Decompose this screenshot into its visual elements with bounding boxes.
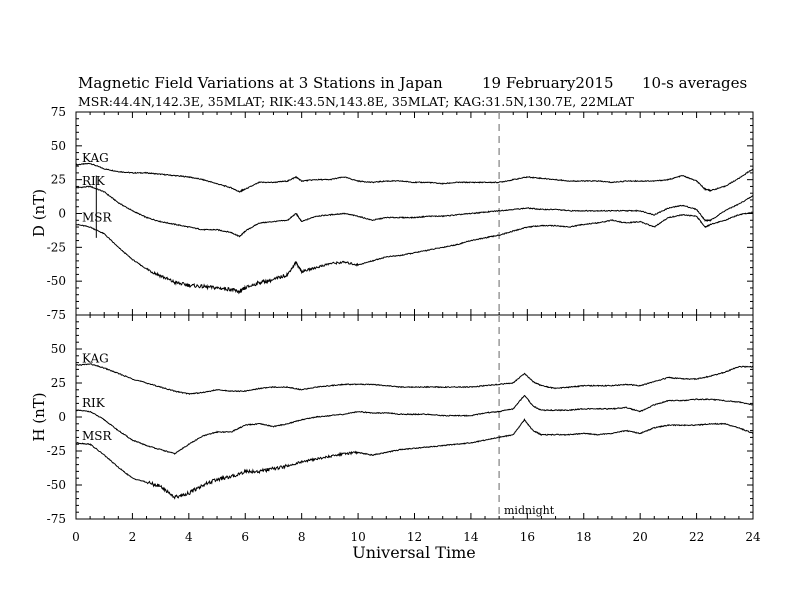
y-tick-label: -75 xyxy=(47,308,66,322)
chart-date: 19 February2015 xyxy=(482,74,614,92)
midnight-label: midnight xyxy=(504,504,555,517)
y-tick-label: 0 xyxy=(58,207,66,221)
y-tick-label: 25 xyxy=(51,173,66,187)
series-line-msr xyxy=(75,418,753,500)
series-label-rik: RIK xyxy=(82,174,106,188)
top-panel-frame xyxy=(75,111,754,316)
y-tick-label: 0 xyxy=(58,410,66,424)
y-tick-label: -75 xyxy=(47,512,66,526)
x-tick-label: 16 xyxy=(520,530,535,544)
y-tick-label: 50 xyxy=(51,342,66,356)
y-tick-label: 75 xyxy=(51,105,66,119)
series-line-msr xyxy=(76,211,754,295)
x-tick-label: 18 xyxy=(576,530,591,544)
series-layer: KAG RIK MSR KAG RIK MSR xyxy=(75,151,754,500)
x-axis-label: Universal Time xyxy=(352,543,475,562)
y-tick-label: -50 xyxy=(47,478,66,492)
x-tick-label: 24 xyxy=(745,530,761,544)
x-tick-label: 10 xyxy=(350,530,365,544)
chart-averaging: 10-s averages xyxy=(642,74,747,92)
x-tick-label: 14 xyxy=(463,530,479,544)
chart-title: Magnetic Field Variations at 3 Stations … xyxy=(78,74,443,92)
x-tick-label: 22 xyxy=(689,530,704,544)
series-label-kag: KAG xyxy=(82,351,109,365)
x-tick-label: 6 xyxy=(241,530,249,544)
y-tick-label: -50 xyxy=(47,274,66,288)
bottom-y-axis-label: H (nT) xyxy=(30,392,48,441)
x-tick-label: 12 xyxy=(407,530,422,544)
top-y-axis-label: D (nT) xyxy=(30,189,48,237)
series-label-msr: MSR xyxy=(82,429,113,443)
x-tick-label: 20 xyxy=(633,530,648,544)
series-line-kag xyxy=(75,363,754,396)
x-tick-label: 0 xyxy=(72,530,80,544)
series-label-kag: KAG xyxy=(82,151,109,165)
x-tick-label: 8 xyxy=(298,530,306,544)
y-tick-label: 25 xyxy=(51,376,66,390)
series-label-rik: RIK xyxy=(82,396,106,410)
series-line-rik xyxy=(75,394,753,455)
series-label-msr: MSR xyxy=(82,210,113,224)
x-tick-label: 4 xyxy=(185,530,193,544)
x-tick-label: 2 xyxy=(129,530,137,544)
series-line-kag xyxy=(75,162,754,193)
y-tick-label: -25 xyxy=(47,444,66,458)
bottom-panel-frame xyxy=(75,314,754,520)
y-tick-label: -25 xyxy=(47,240,66,254)
y-tick-label: 50 xyxy=(51,139,66,153)
series-line-rik xyxy=(75,185,753,238)
station-coordinates: MSR:44.4N,142.3E, 35MLAT; RIK:43.5N,143.… xyxy=(78,94,635,109)
